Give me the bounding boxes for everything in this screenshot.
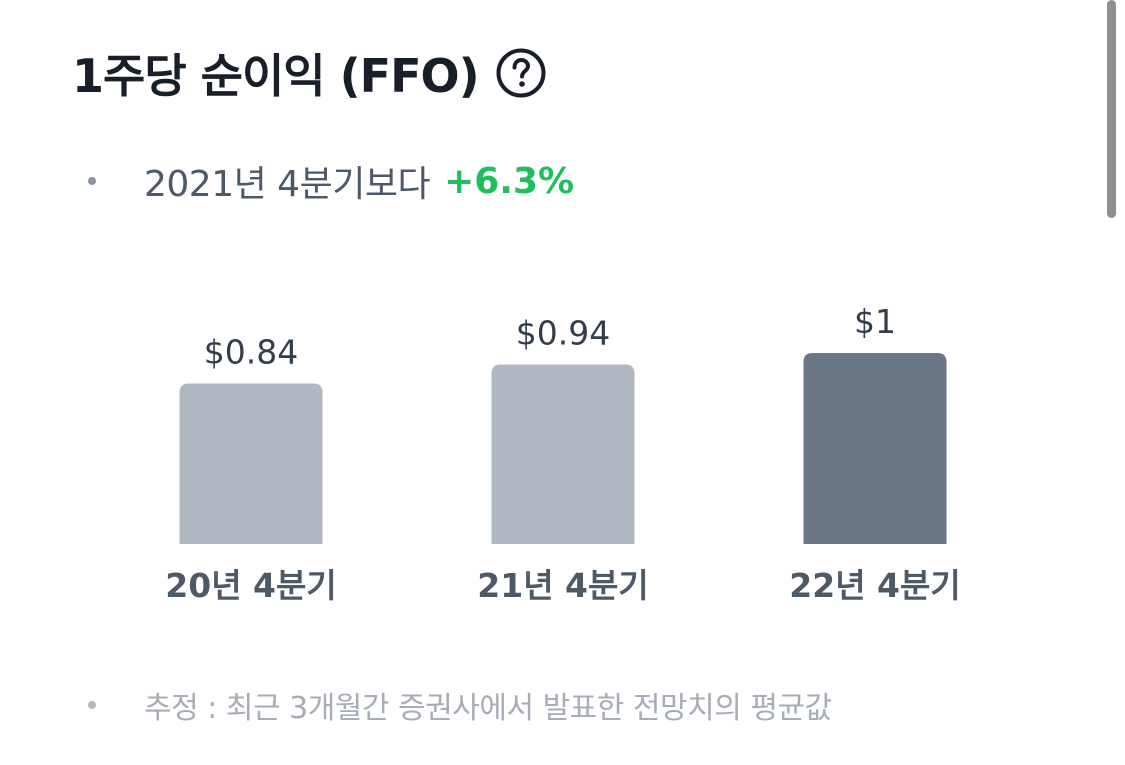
title-row: 1주당 순이익 (FFO) <box>72 40 547 106</box>
bar-3 <box>803 353 947 544</box>
footnote-row: 추정 : 최근 3개월간 증권사에서 발표한 전망치의 평균값 <box>88 683 832 727</box>
bar-2 <box>491 364 635 544</box>
category-label: 20년 4분기 <box>165 566 336 605</box>
comparison-change: +6.3% <box>444 160 575 202</box>
bar-1 <box>179 383 323 544</box>
bar-value-label: $0.94 <box>516 313 610 352</box>
page-title: 1주당 순이익 (FFO) <box>72 49 480 103</box>
bar-value-label: $0.84 <box>204 333 298 372</box>
scrollbar[interactable] <box>1107 0 1116 218</box>
bullet-dot <box>88 177 96 185</box>
comparison-row: 2021년 4분기보다 +6.3% <box>88 155 574 207</box>
category-label: 22년 4분기 <box>789 566 960 605</box>
category-label: 21년 4분기 <box>477 566 648 605</box>
footnote-text: 추정 : 최근 3개월간 증권사에서 발표한 전망치의 평균값 <box>144 691 832 726</box>
bullet-dot <box>88 701 96 709</box>
bar-value-label: $1 <box>854 302 896 341</box>
comparison-text: 2021년 4분기보다 <box>144 164 431 205</box>
question-circle-icon[interactable] <box>495 47 547 99</box>
